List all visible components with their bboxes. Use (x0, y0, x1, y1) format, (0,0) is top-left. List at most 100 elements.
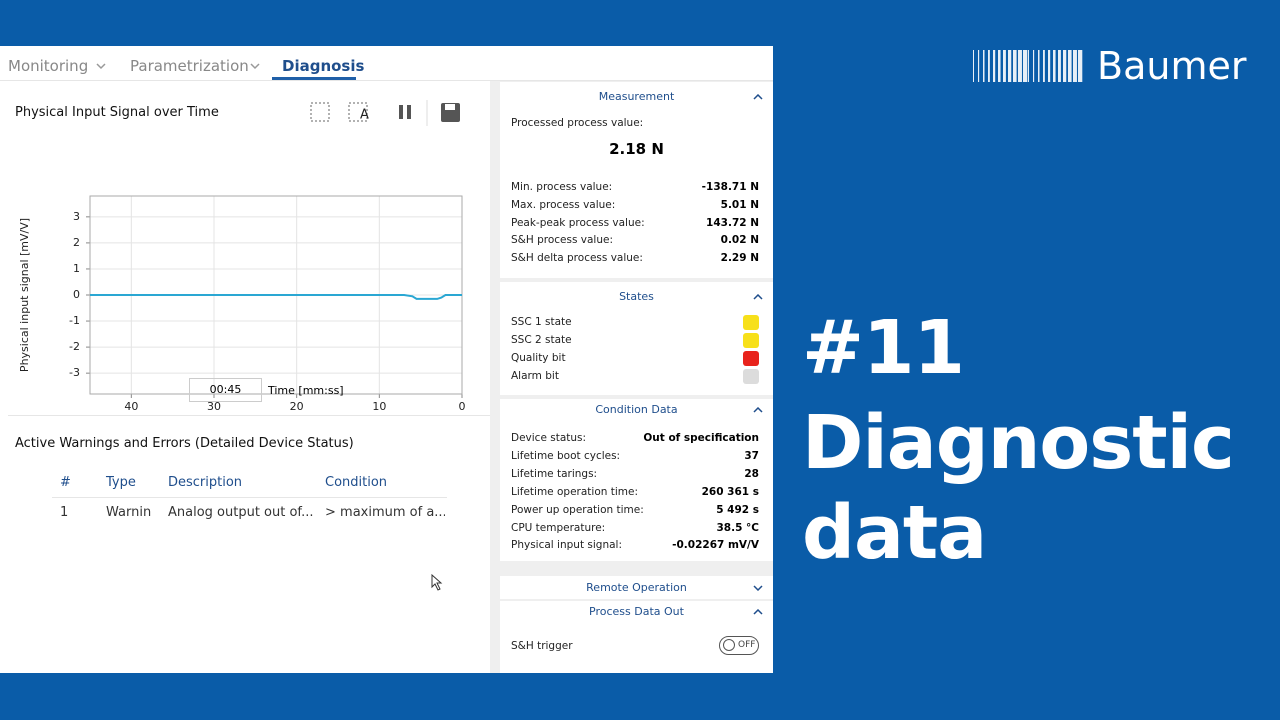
field-label: Lifetime tarings: (511, 467, 598, 480)
x-tick-label: 20 (290, 400, 304, 413)
collapse-chevron (753, 94, 763, 100)
autoscale-icon[interactable] (348, 102, 368, 122)
cursor (431, 574, 443, 591)
y-axis-label: Physical input signal [mV/V] (18, 218, 31, 372)
tab[interactable]: Monitoring (8, 57, 89, 75)
section-title: Measurement (598, 90, 675, 103)
field-value: -138.71 N (701, 181, 759, 193)
field-value: -0.02267 mV/V (672, 539, 759, 552)
time-window-input[interactable]: 00:45 (189, 378, 262, 402)
field-label: Lifetime operation time: (511, 485, 638, 498)
field-value: 0.02 N (720, 234, 759, 247)
headline: data (802, 490, 987, 576)
field-value: 5 492 s (716, 503, 759, 516)
column-header: Description (168, 475, 243, 490)
y-tick-label: -3 (69, 366, 80, 379)
table-cell: 1 (60, 505, 69, 520)
tab[interactable]: Parametrization (130, 57, 249, 75)
tab-active[interactable]: Diagnosis (282, 57, 365, 75)
section-title: Process Data Out (589, 605, 684, 618)
column-header: Type (106, 475, 136, 490)
field-label: Max. process value: (511, 198, 616, 211)
logo-stripe (1043, 50, 1045, 82)
field-label: Peak-peak process value: (511, 216, 645, 229)
logo-stripe (1048, 50, 1051, 82)
state-label: SSC 2 state (511, 334, 572, 346)
logo-stripe (1068, 50, 1072, 82)
column-header: # (60, 475, 71, 490)
panel-card: States SSC 1 state SSC 2 state Quality bit A… (500, 282, 773, 395)
state-indicator (743, 315, 759, 330)
warnings-title: Active Warnings and Errors (Detailed Dev… (15, 436, 354, 451)
field-value: 2.29 N (720, 252, 759, 265)
y-tick-label: 3 (73, 210, 80, 223)
field-value: Out of specification (643, 432, 759, 444)
y-tick-label: -2 (69, 340, 80, 353)
chevron (753, 94, 763, 100)
state-indicator (743, 333, 759, 348)
y-tick-label: -1 (69, 314, 80, 327)
warnings-table: # Type Description Condition 1 Warning Analog … (52, 471, 447, 531)
logo-stripe (1008, 50, 1012, 82)
toolbar: A (310, 100, 460, 126)
x-tick-label: 0 (459, 400, 466, 413)
field-label: Processed process value: (511, 117, 644, 129)
data-line (90, 294, 462, 300)
icon-glyph: A (360, 108, 369, 123)
toggle-state: OFF (738, 640, 756, 650)
panel-card: Remote Operation (500, 576, 773, 599)
section-title: Remote Operation (586, 581, 687, 594)
header-divider (52, 497, 447, 498)
main-value: 2.18 N (609, 140, 664, 158)
zoom-icon[interactable] (310, 102, 330, 122)
side-panel-content: Measurement Processed process value: 2.18 … (0, 46, 773, 673)
logo-stripe (988, 50, 990, 82)
collapse-chevron (753, 609, 763, 615)
logo-stripe (998, 50, 1001, 82)
logo-stripe (1028, 50, 1029, 82)
x-axis-label: Time [mm:ss] (268, 384, 344, 397)
field-value: 37 (744, 449, 759, 462)
tab-underline (272, 77, 356, 80)
panel-card: Measurement Processed process value: 2.18 … (500, 82, 773, 278)
x-tick-label: 40 (124, 400, 138, 413)
field-label: Physical input signal: (511, 539, 622, 552)
field-value: 5.01 N (720, 198, 759, 211)
field-label: S&H delta process value: (511, 252, 643, 265)
logo-stripe (1063, 50, 1067, 82)
logo-stripe (1003, 50, 1006, 82)
section-title: States (619, 290, 654, 303)
chevron (753, 609, 763, 615)
y-tick-label: 0 (73, 288, 80, 301)
logo-stripe (1013, 50, 1017, 82)
pause-icon[interactable] (399, 105, 403, 119)
chevron (753, 407, 763, 413)
app-window: Monitoring Parametrization Diagnosis Phy… (0, 46, 773, 673)
x-tick-label: 10 (372, 400, 386, 413)
field-value: 38.5 °C (716, 521, 759, 534)
field-value: 28 (744, 467, 759, 480)
state-indicator (743, 351, 759, 366)
toggle[interactable]: OFF (719, 636, 759, 655)
logo-stripe (1073, 50, 1077, 82)
headline: Diagnostic (802, 400, 1235, 486)
collapse-chevron (753, 585, 763, 591)
table-cell: Warning (106, 505, 152, 520)
logo-stripe (1053, 50, 1056, 82)
logo-stripe (983, 50, 985, 82)
collapse-chevron (753, 407, 763, 413)
collapse-chevron (753, 294, 763, 300)
state-label: Quality bit (511, 352, 566, 364)
logo-stripe (973, 50, 974, 82)
field-label: Device status: (511, 432, 587, 444)
x-tick-label: 30 (207, 400, 221, 413)
field-value: 260 361 s (701, 485, 759, 498)
tab-chevrons (0, 63, 773, 81)
y-tick-label: 1 (73, 262, 80, 275)
toggle-knob (723, 639, 735, 651)
logo-stripe (993, 50, 996, 82)
table-cell: Analog output out of... (168, 505, 314, 520)
y-tick-label: 2 (73, 236, 80, 249)
